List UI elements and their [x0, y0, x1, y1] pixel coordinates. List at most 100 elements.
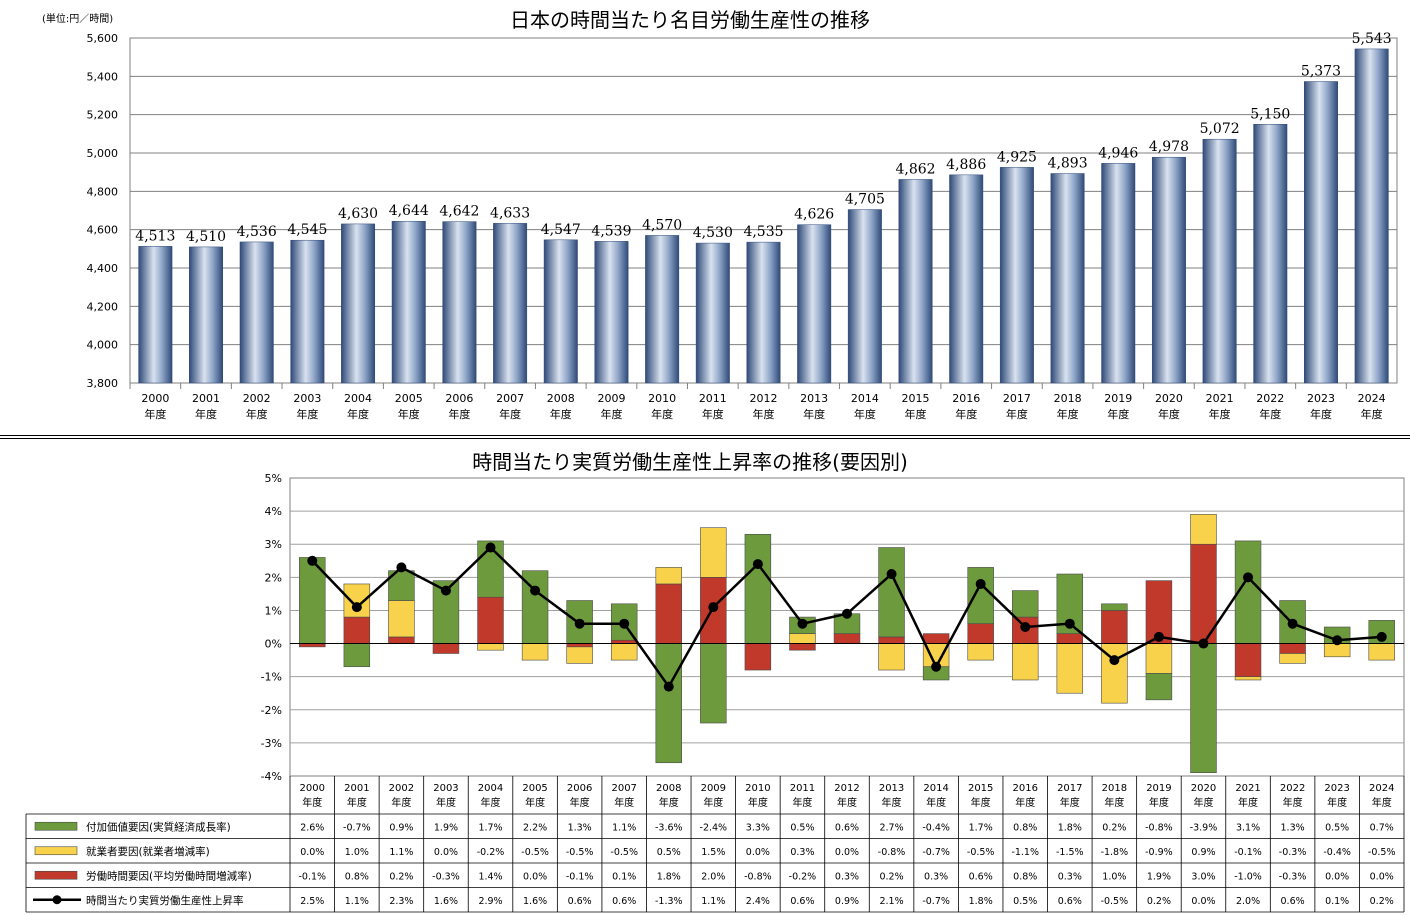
- chart2-x-tick-suffix: 年度: [1238, 796, 1258, 809]
- chart2-bar-segment: [1056, 633, 1084, 644]
- chart1-x-tick-label: 2019: [1104, 392, 1132, 405]
- nominal-productivity-chart: 日本の時間当たり名目労働生産性の推移 (単位:円／時間) 3,800 4,000 4…: [42, 8, 1398, 421]
- chart1-x-tick-suffix: 年度: [246, 407, 268, 421]
- chart2-y-tick-label: -1%: [261, 671, 282, 684]
- chart2-table-cell: -0.3%: [1279, 847, 1307, 858]
- chart2-x-tick-suffix: 年度: [436, 796, 456, 809]
- chart2-table-cell: -0.4%: [1323, 847, 1351, 858]
- chart2-table-cell: 2.9%: [478, 896, 502, 907]
- chart1-value-label: 4,886: [946, 157, 986, 173]
- chart2-x-tick-label: 2022: [1280, 783, 1305, 794]
- chart2-table-cell: 1.9%: [434, 822, 458, 833]
- chart1-bar: [1202, 138, 1237, 384]
- chart1-value-label: 4,539: [591, 223, 631, 239]
- chart2-legend-label: 付加価値要因(実質経済成長率): [86, 820, 231, 833]
- chart2-x-tick-suffix: 年度: [792, 796, 812, 809]
- chart2-table-cell: 1.1%: [345, 896, 369, 907]
- chart2-table-cell: -1.5%: [1056, 847, 1084, 858]
- chart2-table-cell: 2.6%: [300, 822, 324, 833]
- chart2-bar-segment: [1101, 603, 1128, 611]
- chart2-table-cell: 2.1%: [879, 896, 903, 907]
- chart1-x-tick-suffix: 年度: [499, 407, 521, 421]
- chart2-table-cell: 0.6%: [969, 871, 993, 882]
- chart1-y-tick-label: 4,600: [87, 224, 119, 237]
- chart1-x-tick-suffix: 年度: [448, 407, 470, 421]
- chart2-table-cell: -0.7%: [343, 822, 371, 833]
- chart2-table-cell: -0.2%: [789, 871, 817, 882]
- chart2-table-cell: 1.8%: [1058, 822, 1082, 833]
- chart1-bar: [594, 241, 629, 384]
- chart1-x-tick-suffix: 年度: [1310, 407, 1332, 421]
- chart2-table-cell: -2.4%: [700, 822, 728, 833]
- chart2-growth-point: [1020, 622, 1031, 632]
- chart2-growth-point: [440, 585, 451, 596]
- chart2-bar-segment: [1012, 590, 1039, 618]
- chart1-bar: [189, 246, 223, 384]
- chart1-value-label: 4,633: [490, 205, 530, 221]
- chart2-table-cell: 0.0%: [1191, 896, 1215, 907]
- chart2-table-cell: 0.1%: [612, 871, 636, 882]
- chart2-bar-segment: [789, 633, 816, 644]
- chart1-x-tick-suffix: 年度: [1259, 407, 1281, 421]
- chart2-x-tick-label: 2018: [1102, 783, 1127, 794]
- chart2-x-tick-label: 2000: [300, 783, 325, 794]
- chart2-legend-label: 労働時間要因(平均労働時間増減率): [86, 869, 252, 882]
- chart2-table-cell: 0.6%: [1281, 896, 1305, 907]
- chart2-table-cell: 2.0%: [701, 871, 725, 882]
- chart1-bar: [847, 209, 882, 384]
- chart1-y-tick-label: 4,400: [87, 262, 119, 275]
- chart1-x-tick-suffix: 年度: [347, 407, 369, 421]
- chart1-value-label: 4,545: [287, 222, 327, 238]
- chart1-value-label: 4,536: [237, 224, 277, 240]
- chart2-table-cell: 0.3%: [924, 871, 948, 882]
- chart2-table-cell: 0.6%: [835, 822, 859, 833]
- chart1-y-tick-label: 5,400: [87, 70, 119, 83]
- chart2-table-cell: -3.9%: [1190, 822, 1218, 833]
- chart1-value-label: 4,535: [743, 224, 783, 240]
- chart2-legend-swatch: [34, 870, 78, 880]
- chart2-bar-segment: [967, 567, 994, 624]
- chart1-value-label: 4,893: [1048, 156, 1088, 172]
- chart2-bar-segment: [967, 623, 994, 644]
- chart1-x-tick-suffix: 年度: [398, 407, 420, 421]
- chart1-bar: [797, 224, 832, 384]
- chart2-growth-point: [1287, 618, 1298, 629]
- chart2-table-cell: -1.8%: [1101, 847, 1129, 858]
- chart2-table-cell: 0.2%: [1147, 896, 1171, 907]
- chart1-bar: [1101, 163, 1136, 384]
- chart1-x-tick-label: 2010: [648, 392, 676, 405]
- chart2-legend-marker: [52, 895, 62, 905]
- chart2-y-tick-label: -2%: [261, 704, 282, 717]
- chart2-x-tick-label: 2001: [344, 783, 369, 794]
- chart1-x-tick-label: 2009: [597, 392, 625, 405]
- chart2-x-tick-label: 2016: [1013, 783, 1038, 794]
- chart2-table-cell: 0.2%: [879, 871, 903, 882]
- chart1-value-label: 4,705: [845, 192, 885, 208]
- chart2-growth-point: [485, 542, 496, 553]
- chart2-bar-segment: [833, 633, 861, 644]
- chart2-x-tick-label: 2004: [478, 783, 503, 794]
- chart1-x-tick-suffix: 年度: [651, 407, 673, 421]
- chart2-table-cell: 3.3%: [746, 822, 770, 833]
- chart2-y-tick-label: 2%: [265, 571, 282, 584]
- chart1-x-tick-suffix: 年度: [803, 407, 825, 421]
- chart2-bar-segment: [388, 600, 415, 638]
- chart2-x-tick-suffix: 年度: [347, 796, 367, 809]
- chart2-x-tick-label: 2015: [968, 783, 993, 794]
- chart1-y-tick-label: 5,000: [87, 147, 119, 160]
- chart2-table-cell: 1.1%: [701, 896, 725, 907]
- chart2-table-cell: -0.8%: [744, 871, 772, 882]
- chart2-bar-segment: [1323, 643, 1351, 658]
- chart1-x-tick-label: 2020: [1155, 392, 1183, 405]
- chart2-growth-point: [1109, 655, 1120, 666]
- chart2-table-cell: -0.3%: [432, 871, 460, 882]
- chart1-x-tick-label: 2021: [1206, 392, 1234, 405]
- chart2-bar-segment: [1145, 643, 1173, 674]
- chart1-x-tick-suffix: 年度: [1209, 407, 1231, 421]
- chart2-bar-segment: [1101, 610, 1128, 644]
- chart2-table-cell: 0.2%: [1102, 822, 1126, 833]
- chart2-legend-label: 就業者要因(就業者増減率): [86, 845, 210, 858]
- chart2-y-tick-label: -4%: [261, 770, 282, 783]
- chart2-table-cell: 1.6%: [523, 896, 547, 907]
- chart2-table-cell: -0.2%: [477, 847, 505, 858]
